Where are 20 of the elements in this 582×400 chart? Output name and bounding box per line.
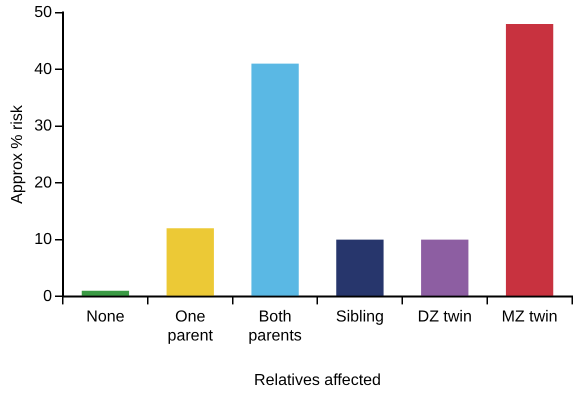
x-tick-label: None <box>86 308 125 326</box>
bar <box>421 240 468 296</box>
bar <box>336 240 384 296</box>
x-tick-label: Sibling <box>336 308 384 326</box>
y-tick-label: 50 <box>34 4 52 22</box>
bar <box>506 24 554 296</box>
x-tick-label: Both parents <box>248 308 302 345</box>
y-axis-title: Approx % risk <box>9 104 26 204</box>
bar <box>251 64 299 296</box>
bar <box>166 228 214 296</box>
x-tick-label: One parent <box>168 308 214 345</box>
y-tick-label: 40 <box>34 60 52 78</box>
x-tick-label: MZ twin <box>502 308 558 326</box>
y-tick-label: 30 <box>34 118 52 135</box>
y-tick-label: 0 <box>43 288 52 305</box>
x-axis-title: Relatives affected <box>254 372 381 389</box>
bar <box>82 290 130 296</box>
x-tick-label: DZ twin <box>418 308 472 326</box>
y-tick-label: 10 <box>34 231 52 248</box>
y-tick-label: 20 <box>34 174 52 192</box>
